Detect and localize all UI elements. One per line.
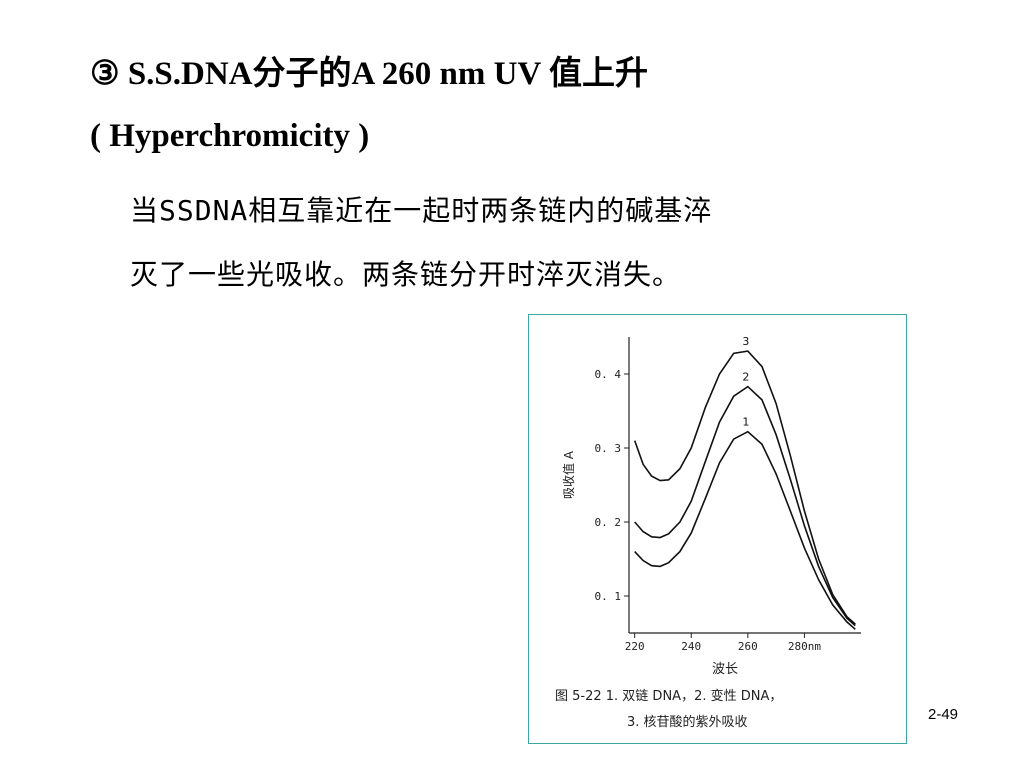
slide-title-line2: ( Hyperchromicity ) [90,118,370,154]
y-tick-label: 0. 4 [595,368,622,381]
series-label-3: 3 [742,335,749,348]
body-text-line1: 当SSDNA相互靠近在一起时两条链内的碱基淬 [130,194,713,227]
series-label-1: 1 [742,416,749,429]
x-tick-label: 260 [738,640,758,653]
uv-absorption-figure: 0. 1 0. 2 0. 3 0. 4 220 240 260 280nm 波长 吸收值 A 1 2 3… [528,314,907,744]
series-line-1 [634,430,856,630]
x-tick-label: 280nm [788,640,821,653]
page-number: 2-49 [928,706,959,723]
x-tick-label: 240 [681,640,701,653]
x-axis-label: 波长 [712,662,738,677]
series-line-3 [633,350,856,625]
figure-caption-line2: 3. 核苷酸的紫外吸收 [627,715,748,730]
slide-title-line1: ③ S.S.DNA分子的A 260 nm UV 值上升 [90,56,648,92]
y-tick-label: 0. 3 [595,442,622,455]
y-axis-label: 吸收值 A [561,450,576,499]
y-tick-label: 0. 2 [595,516,622,529]
figure-caption-line1: 图 5-22 1. 双链 DNA，2. 变性 DNA， [555,689,783,704]
x-tick-label: 220 [625,640,645,653]
body-text-line2: 灭了一些光吸收。两条链分开时淬灭消失。 [130,258,682,291]
series-line-2 [634,385,856,627]
y-tick-label: 0. 1 [595,590,622,603]
series-label-2: 2 [742,371,749,384]
uv-absorption-chart: 0. 1 0. 2 0. 3 0. 4 220 240 260 280nm 波长 吸收值 A 1 2 3 [561,335,861,677]
